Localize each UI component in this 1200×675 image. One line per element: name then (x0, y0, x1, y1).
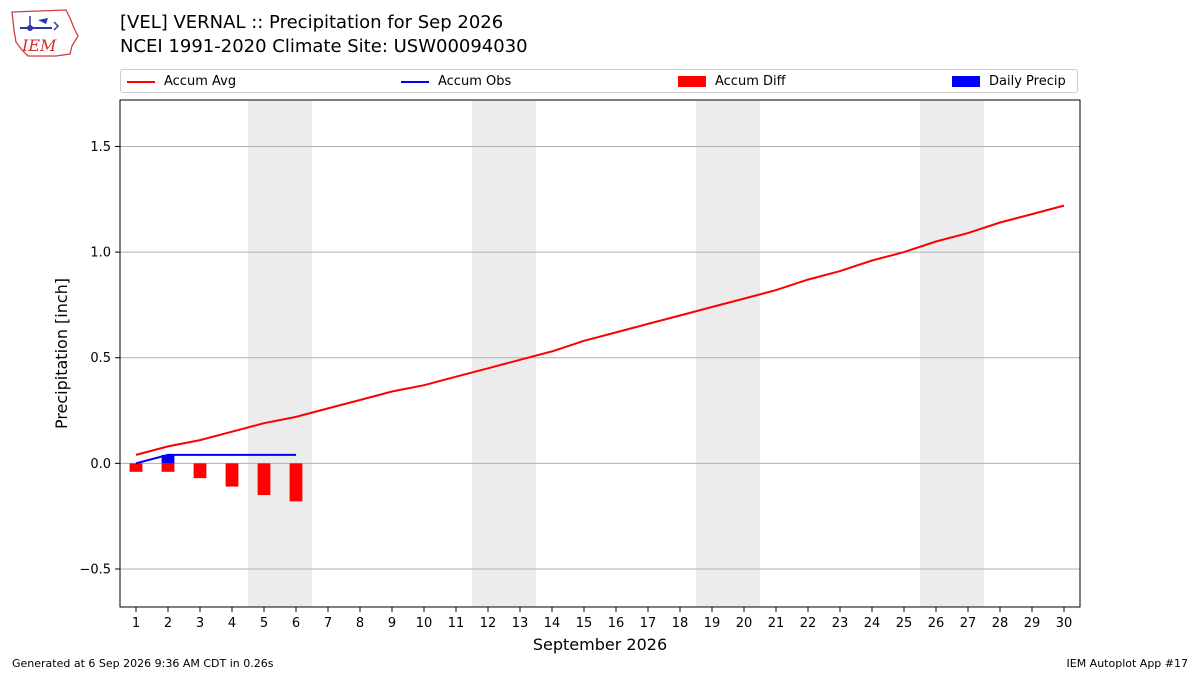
x-tick-label: 7 (324, 616, 332, 631)
accum-diff-bar (193, 463, 207, 479)
chart-subtitle: NCEI 1991-2020 Climate Site: USW00094030 (120, 36, 528, 57)
x-tick-label: 21 (768, 616, 785, 631)
x-tick-label: 11 (448, 616, 465, 631)
x-tick-label: 16 (608, 616, 625, 631)
x-tick-label: 30 (1056, 616, 1073, 631)
accum-diff-bar (289, 463, 303, 502)
y-tick-label: 1.0 (90, 246, 111, 261)
x-tick-label: 14 (544, 616, 561, 631)
x-tick-label: 10 (416, 616, 433, 631)
accum-diff-bar (225, 463, 239, 487)
x-tick-label: 13 (512, 616, 529, 631)
weekend-band-3 (696, 100, 760, 607)
legend-swatch-accum-diff (678, 76, 706, 87)
x-tick-label: 20 (736, 616, 753, 631)
y-tick-label: 0.5 (90, 351, 111, 366)
accum-diff-bar (161, 463, 175, 472)
daily-precip-bar (161, 454, 175, 464)
legend-label-daily-precip: Daily Precip (989, 74, 1066, 89)
legend-label-accum-avg: Accum Avg (164, 74, 237, 89)
x-tick-label: 24 (864, 616, 881, 631)
weekend-band-2 (472, 100, 536, 607)
x-tick-label: 22 (800, 616, 817, 631)
footer-app-text: IEM Autoplot App #17 (1066, 657, 1189, 670)
chart-legend: Accum Avg Accum Obs Accum Diff Daily Pre… (120, 69, 1078, 93)
x-axis-label: September 2026 (533, 635, 667, 654)
y-tick-label: −0.5 (79, 562, 111, 577)
x-axis-ticks: 1 2 3 4 5 6 7 8 9 10 11 12 13 14 15 16 17 18 19 20 21 22 23 24 2… (132, 607, 1072, 631)
y-axis-ticks: −0.5 0.0 0.5 1.0 1.5 (79, 140, 120, 577)
x-tick-label: 23 (832, 616, 849, 631)
legend-swatch-accum-avg (127, 81, 155, 83)
plot-frame (119, 99, 1081, 608)
x-tick-label: 25 (896, 616, 913, 631)
x-tick-label: 4 (228, 616, 236, 631)
accum-diff-bar (129, 463, 143, 472)
weekend-shading (248, 100, 984, 607)
series-lines (135, 204, 1065, 465)
legend-label-accum-obs: Accum Obs (438, 74, 512, 89)
y-tick-label: 0.0 (90, 457, 111, 472)
logo-text: IEM (21, 36, 57, 55)
x-tick-label: 5 (260, 616, 268, 631)
accum-diff-bar (257, 463, 271, 496)
y-tick-label: 1.5 (90, 140, 111, 155)
x-tick-label: 18 (672, 616, 689, 631)
weekend-band-1 (248, 100, 312, 607)
bars (129, 454, 303, 502)
x-tick-label: 19 (704, 616, 721, 631)
grid-lines (120, 145, 1080, 570)
weekend-band-4 (920, 100, 984, 607)
x-tick-label: 12 (480, 616, 497, 631)
legend-swatch-accum-obs (401, 81, 429, 83)
iem-logo: IEM (11, 9, 79, 57)
legend-swatch-daily-precip (952, 76, 980, 87)
x-tick-label: 2 (164, 616, 172, 631)
x-tick-label: 6 (292, 616, 300, 631)
x-tick-label: 15 (576, 616, 593, 631)
x-tick-label: 17 (640, 616, 657, 631)
x-tick-label: 1 (132, 616, 140, 631)
x-tick-label: 8 (356, 616, 364, 631)
x-tick-label: 9 (388, 616, 396, 631)
x-tick-label: 27 (960, 616, 977, 631)
x-tick-label: 29 (1024, 616, 1041, 631)
x-tick-label: 26 (928, 616, 945, 631)
x-tick-label: 3 (196, 616, 204, 631)
x-tick-label: 28 (992, 616, 1009, 631)
footer-generated-text: Generated at 6 Sep 2026 9:36 AM CDT in 0… (12, 657, 274, 670)
chart-title: [VEL] VERNAL :: Precipitation for Sep 20… (120, 12, 504, 33)
y-axis-label: Precipitation [inch] (52, 278, 71, 429)
accum-avg-line (135, 204, 1065, 456)
legend-label-accum-diff: Accum Diff (715, 74, 786, 89)
accum-obs-line (135, 453, 296, 465)
